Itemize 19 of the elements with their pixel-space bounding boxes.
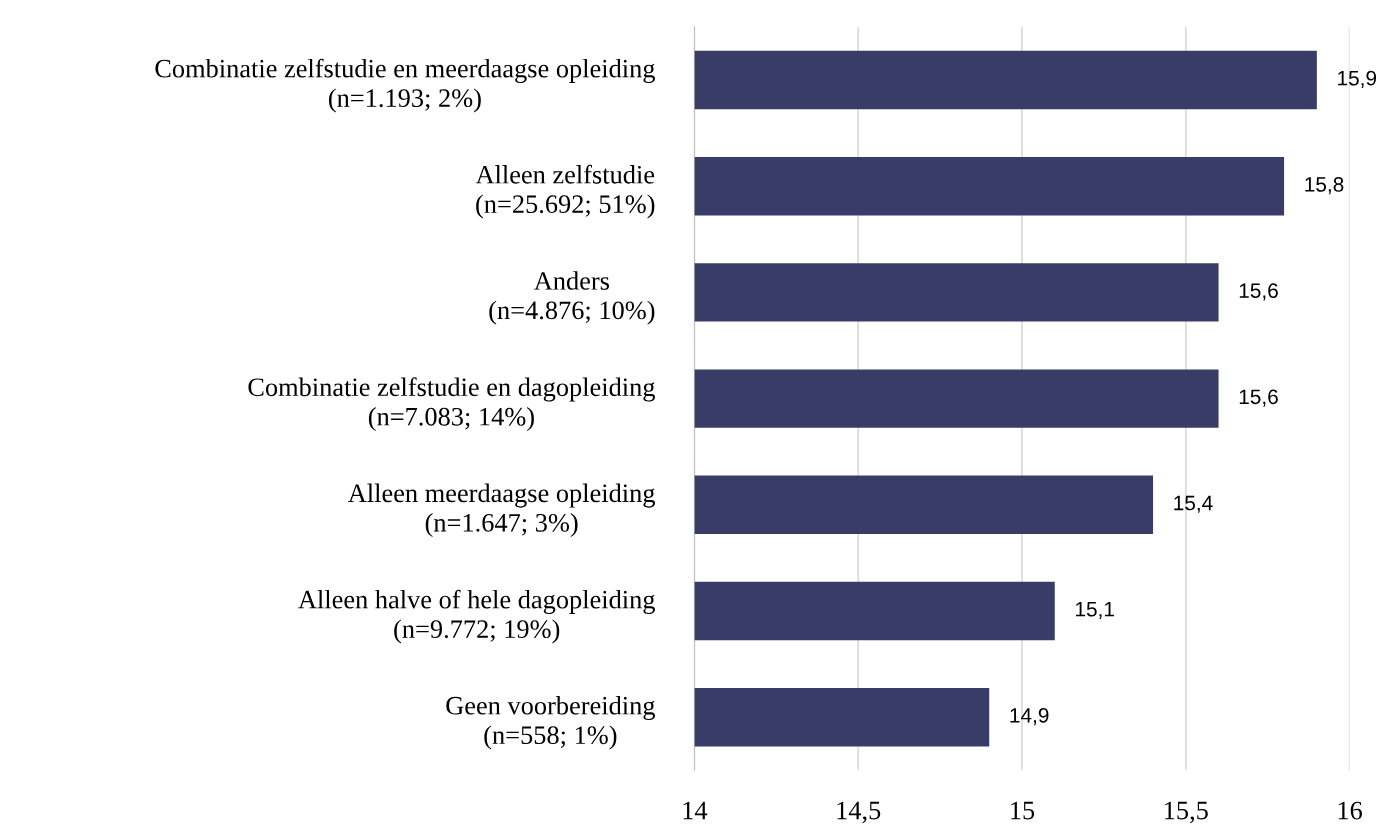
- x-tick-label: 14: [683, 801, 708, 820]
- y-tick-label: Combinatie zelfstudie en dagopleiding (n=7.083; 14%): [248, 377, 655, 431]
- y-tick-label: Alleen zelfstudie (n=25.692; 51%): [475, 164, 655, 219]
- x-tick-label: 16: [1338, 801, 1363, 820]
- y-tick-label: Anders (n=4.876; 10%): [489, 271, 655, 325]
- data-label: 14,9: [1010, 708, 1049, 726]
- data-label: 15,4: [1174, 495, 1213, 513]
- y-tick-label: Alleen meerdaagse opleiding (n=1.647; 3%): [348, 483, 655, 538]
- data-label: 15,9: [1338, 70, 1377, 89]
- data-label: 15,6: [1239, 283, 1278, 301]
- x-tick-label: 15,5: [1165, 801, 1208, 824]
- data-label: 15,8: [1305, 177, 1344, 195]
- y-tick-label: Geen voorbereiding (n=558; 1%): [446, 696, 655, 750]
- x-tick-label: 14,5: [837, 801, 881, 824]
- data-label: 15,6: [1239, 389, 1278, 407]
- y-tick-label: Combinatie zelfstudie en meerdaagse opleiding (n=1.193; 2%): [155, 58, 655, 113]
- data-label: 15,1: [1076, 602, 1114, 620]
- x-tick-label: 15: [1011, 801, 1035, 820]
- y-tick-label: Alleen halve of hele dagopleiding (n=9.772; 19%): [298, 589, 655, 644]
